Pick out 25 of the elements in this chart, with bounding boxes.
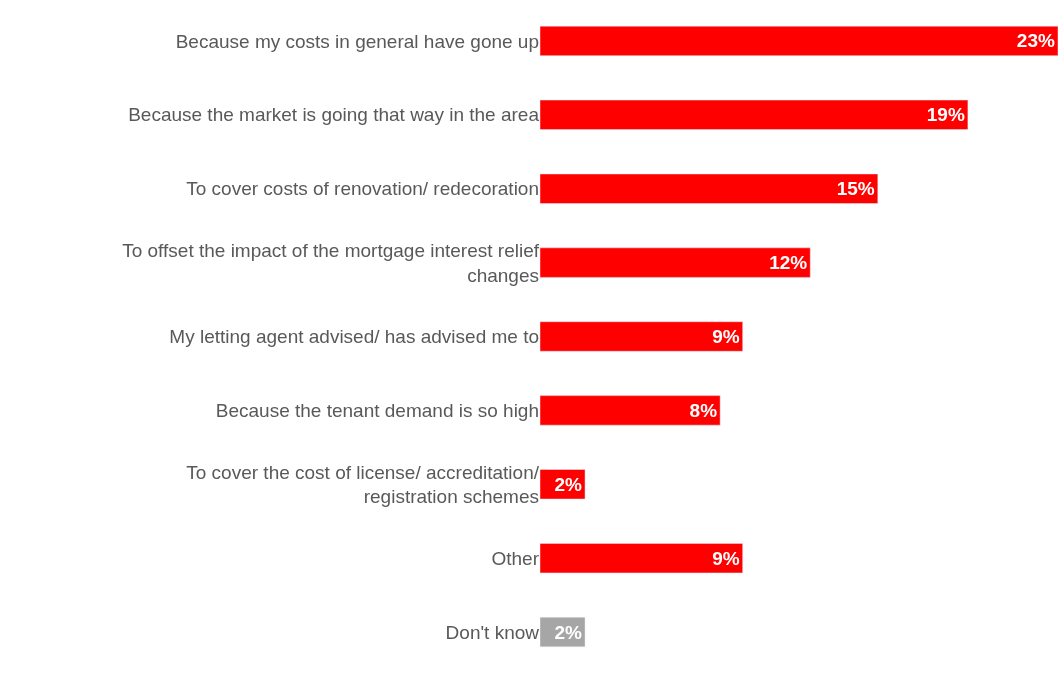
bar [540,25,1058,56]
y-tick-label: Other [491,547,540,569]
y-tick-label: Because the tenant demand is so high [215,400,539,422]
data-label: 8% [689,399,718,421]
y-tick-label: Because the market is going that way in the area [128,104,540,126]
data-label: 19% [926,104,965,126]
bar [540,99,969,130]
y-tick-label: Don't know [445,621,540,643]
data-label: 23% [1016,30,1055,52]
bar [540,543,743,574]
data-label: 9% [712,326,740,347]
data-label: 15% [836,178,875,200]
data-label: 12% [769,252,808,274]
bar [540,173,879,204]
y-tick-label: To cover costs of renovation/ redecoration [186,178,539,200]
bar [540,321,743,352]
y-tick-label: To offset the impact of the mortgage interest relief changes [122,239,540,286]
data-label: 2% [554,621,583,643]
data-label: 9% [712,547,740,569]
y-tick-label: My letting agent advised/ has advised me to [169,326,539,348]
data-label: 2% [554,473,583,495]
bar [540,247,811,278]
bar [540,395,721,426]
y-tick-label: Because my costs in general have gone up [175,30,539,52]
y-tick-label: To cover the cost of license/ accreditation/ registration schemes [186,461,540,508]
